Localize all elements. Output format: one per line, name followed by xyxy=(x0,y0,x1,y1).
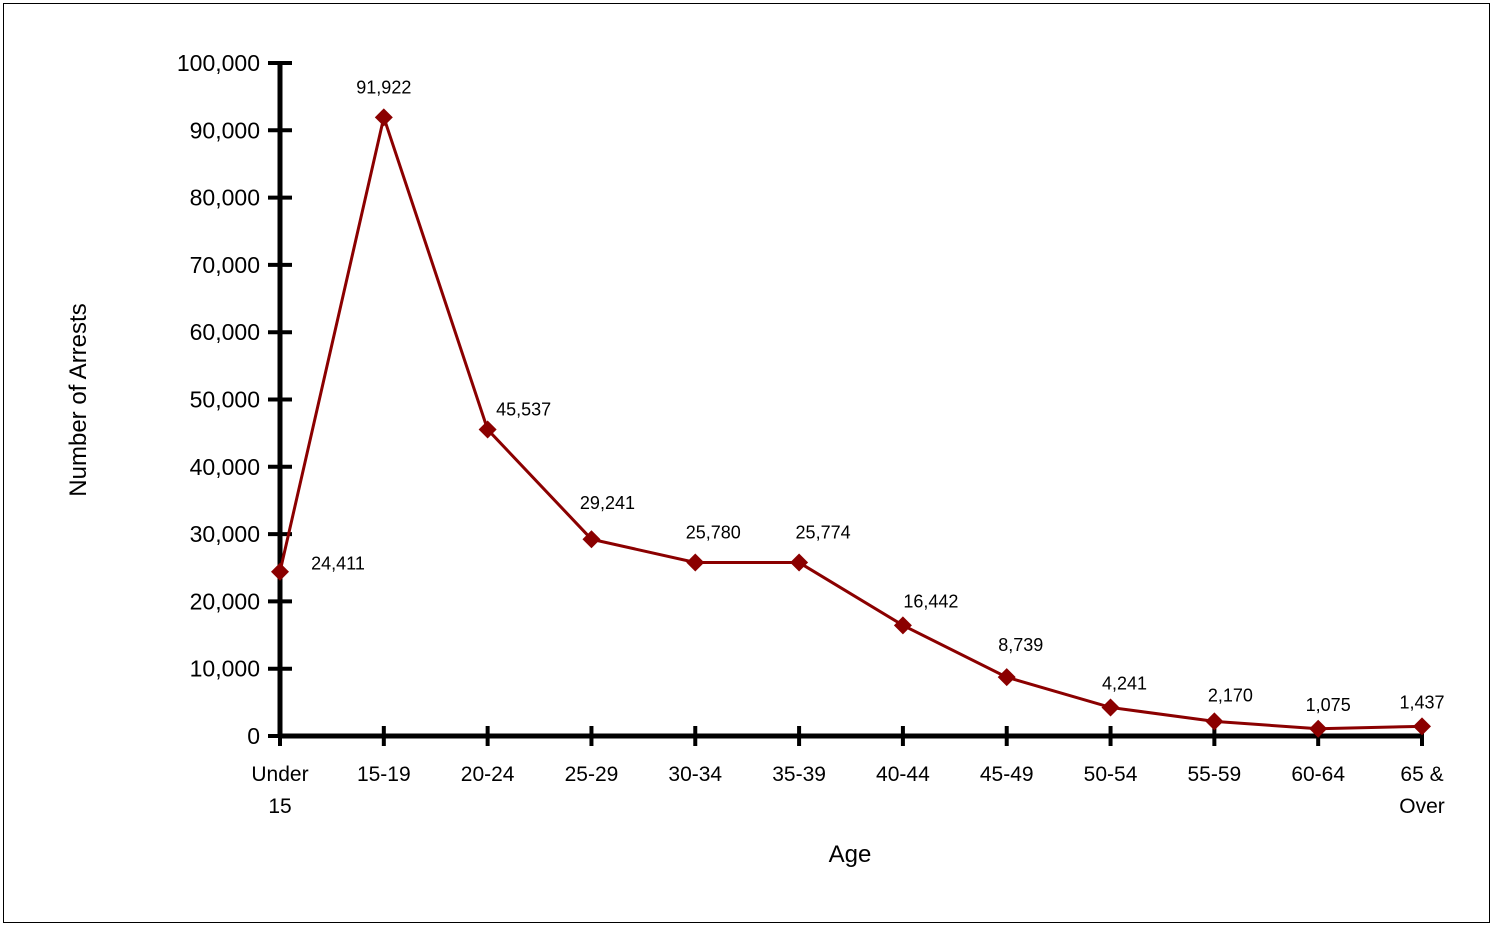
data-label: 45,537 xyxy=(496,400,551,420)
data-label: 25,780 xyxy=(686,523,741,543)
data-labels: 24,411 91,922 45,537 29,241 25,780 25,774 16,4… xyxy=(311,77,1444,714)
data-point xyxy=(893,616,912,635)
series-arrests xyxy=(271,108,1431,738)
x-tick-label: 15-19 xyxy=(357,763,411,786)
x-tick-label: 20-24 xyxy=(461,763,515,786)
data-point xyxy=(790,553,809,572)
data-label: 29,241 xyxy=(580,493,635,513)
data-point xyxy=(478,420,497,439)
data-label: 4,241 xyxy=(1102,673,1147,693)
data-label: 8,739 xyxy=(998,635,1043,655)
data-point xyxy=(686,553,705,572)
data-point xyxy=(997,668,1016,687)
y-axis-title: Number of Arrests xyxy=(65,303,92,496)
y-tick-label: 50,000 xyxy=(190,387,260,413)
x-tick-label: 60-64 xyxy=(1291,763,1345,786)
y-tick-label: 90,000 xyxy=(190,117,260,143)
x-tick-label: 35-39 xyxy=(772,763,826,786)
y-tick-label: 100,000 xyxy=(177,50,260,76)
y-tick-label: 70,000 xyxy=(190,252,260,278)
x-tick-label: 45-49 xyxy=(980,763,1034,786)
x-tick-label: 65 & Over xyxy=(1399,763,1445,818)
y-tick-label: 80,000 xyxy=(190,185,260,211)
y-tick-label: 30,000 xyxy=(190,521,260,547)
x-tick-label: Under 15 xyxy=(251,763,308,818)
data-point xyxy=(1205,712,1224,731)
x-tick-label: 55-59 xyxy=(1188,763,1242,786)
data-point xyxy=(582,530,601,549)
x-tick-label: 25-29 xyxy=(565,763,619,786)
y-tick-label: 10,000 xyxy=(190,656,260,682)
y-tick-label: 60,000 xyxy=(190,319,260,345)
chart-frame xyxy=(3,3,1490,923)
x-axis-title: Age xyxy=(829,841,872,868)
x-axis: Under 15 15-19 20-24 25-29 30-34 35-39 40-44 45-… xyxy=(251,726,1445,818)
data-label: 24,411 xyxy=(311,554,365,574)
series-line xyxy=(278,111,1423,731)
data-label: 16,442 xyxy=(903,591,958,611)
y-tick-label: 0 xyxy=(247,723,260,749)
data-label: 1,437 xyxy=(1399,692,1444,712)
data-label: 1,075 xyxy=(1306,695,1351,715)
y-tick-label: 20,000 xyxy=(190,588,260,614)
y-axis: 0 10,000 20,000 30,000 40,000 50,000 60,000 70,… xyxy=(177,50,292,749)
data-point xyxy=(1309,719,1328,738)
data-label: 2,170 xyxy=(1208,685,1253,705)
x-tick-label: 30-34 xyxy=(668,763,722,786)
data-point xyxy=(1413,717,1431,736)
x-tick-label: 50-54 xyxy=(1084,763,1138,786)
y-tick-label: 40,000 xyxy=(190,454,260,480)
x-tick-label: 40-44 xyxy=(876,763,930,786)
data-point xyxy=(1101,698,1120,717)
data-point xyxy=(271,562,289,581)
data-label: 25,774 xyxy=(796,523,851,543)
data-label: 91,922 xyxy=(356,77,411,97)
data-point xyxy=(374,108,393,127)
